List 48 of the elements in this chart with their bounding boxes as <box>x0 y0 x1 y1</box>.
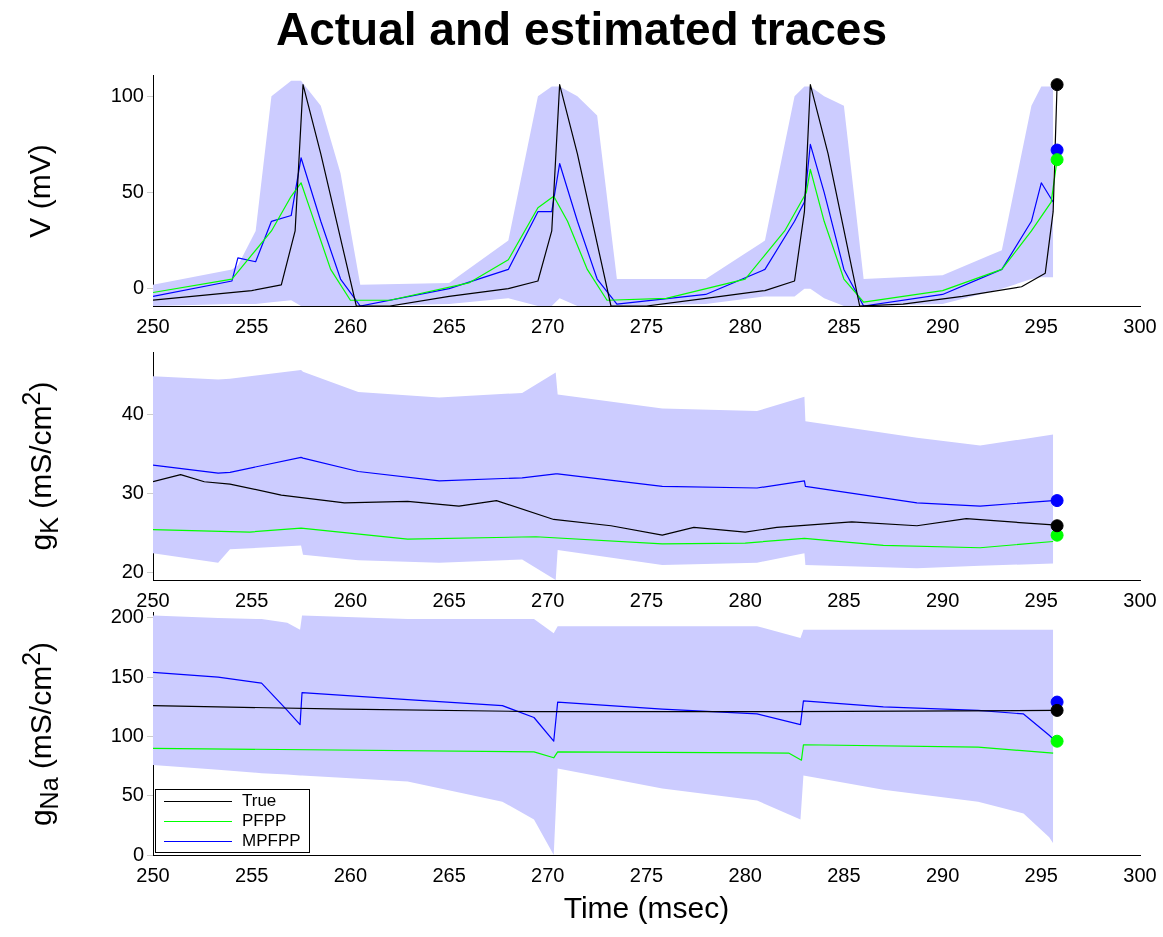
y-tick-label: 40 <box>121 402 144 425</box>
x-tick-label: 280 <box>728 588 762 611</box>
x-tick-label: 270 <box>531 863 565 886</box>
x-tick-label: 255 <box>235 588 269 611</box>
x-tick-label: 300 <box>1123 314 1157 337</box>
legend-label: PFPP <box>242 811 287 831</box>
x-tick-label: 285 <box>827 588 861 611</box>
x-tick-label: 275 <box>629 863 664 886</box>
x-tick-label: 265 <box>432 314 466 337</box>
x-tick-label: 270 <box>531 588 565 611</box>
x-tick-label: 255 <box>235 863 269 886</box>
legend-label: True <box>242 791 277 811</box>
x-tick-label: 255 <box>235 314 269 337</box>
y-tick-label: 100 <box>110 83 144 106</box>
x-tick-label: 270 <box>531 314 565 337</box>
y-tick-label: 150 <box>110 664 144 687</box>
y-tick-label: 50 <box>121 179 144 202</box>
x-tick-label: 260 <box>333 588 368 611</box>
y-tick-label: 100 <box>110 723 144 746</box>
y-axis-title: V (mV) <box>23 143 57 238</box>
x-tick-label: 290 <box>925 863 960 886</box>
x-tick-label: 250 <box>136 863 170 886</box>
x-tick-label: 265 <box>432 588 466 611</box>
x-tick-label: 275 <box>629 314 664 337</box>
x-tick-label: 285 <box>827 314 861 337</box>
x-tick-label: 295 <box>1024 588 1058 611</box>
x-tick-label: 290 <box>925 588 960 611</box>
x-tick-label: 300 <box>1123 588 1157 611</box>
y-tick-label: 20 <box>121 559 144 582</box>
x-tick-label: 260 <box>333 314 368 337</box>
x-tick-label: 280 <box>728 314 762 337</box>
y-tick-label: 30 <box>121 481 144 504</box>
x-tick-label: 250 <box>136 314 170 337</box>
chart-title: Actual and estimated traces <box>275 2 888 56</box>
x-tick-label: 275 <box>629 588 664 611</box>
y-tick-label: 0 <box>132 276 144 299</box>
x-tick-label: 295 <box>1024 863 1058 886</box>
x-tick-label: 280 <box>728 863 762 886</box>
legend-label: MPFPP <box>242 831 301 851</box>
x-tick-label: 285 <box>827 863 861 886</box>
x-tick-label: 260 <box>333 863 368 886</box>
x-tick-label: 265 <box>432 863 466 886</box>
x-tick-label: 290 <box>925 314 960 337</box>
y-tick-label: 0 <box>132 842 144 865</box>
x-tick-label: 300 <box>1123 863 1157 886</box>
x-tick-label: 295 <box>1024 314 1058 337</box>
y-tick-label: 50 <box>121 783 144 806</box>
x-axis-title: Time (msec) <box>562 891 731 925</box>
